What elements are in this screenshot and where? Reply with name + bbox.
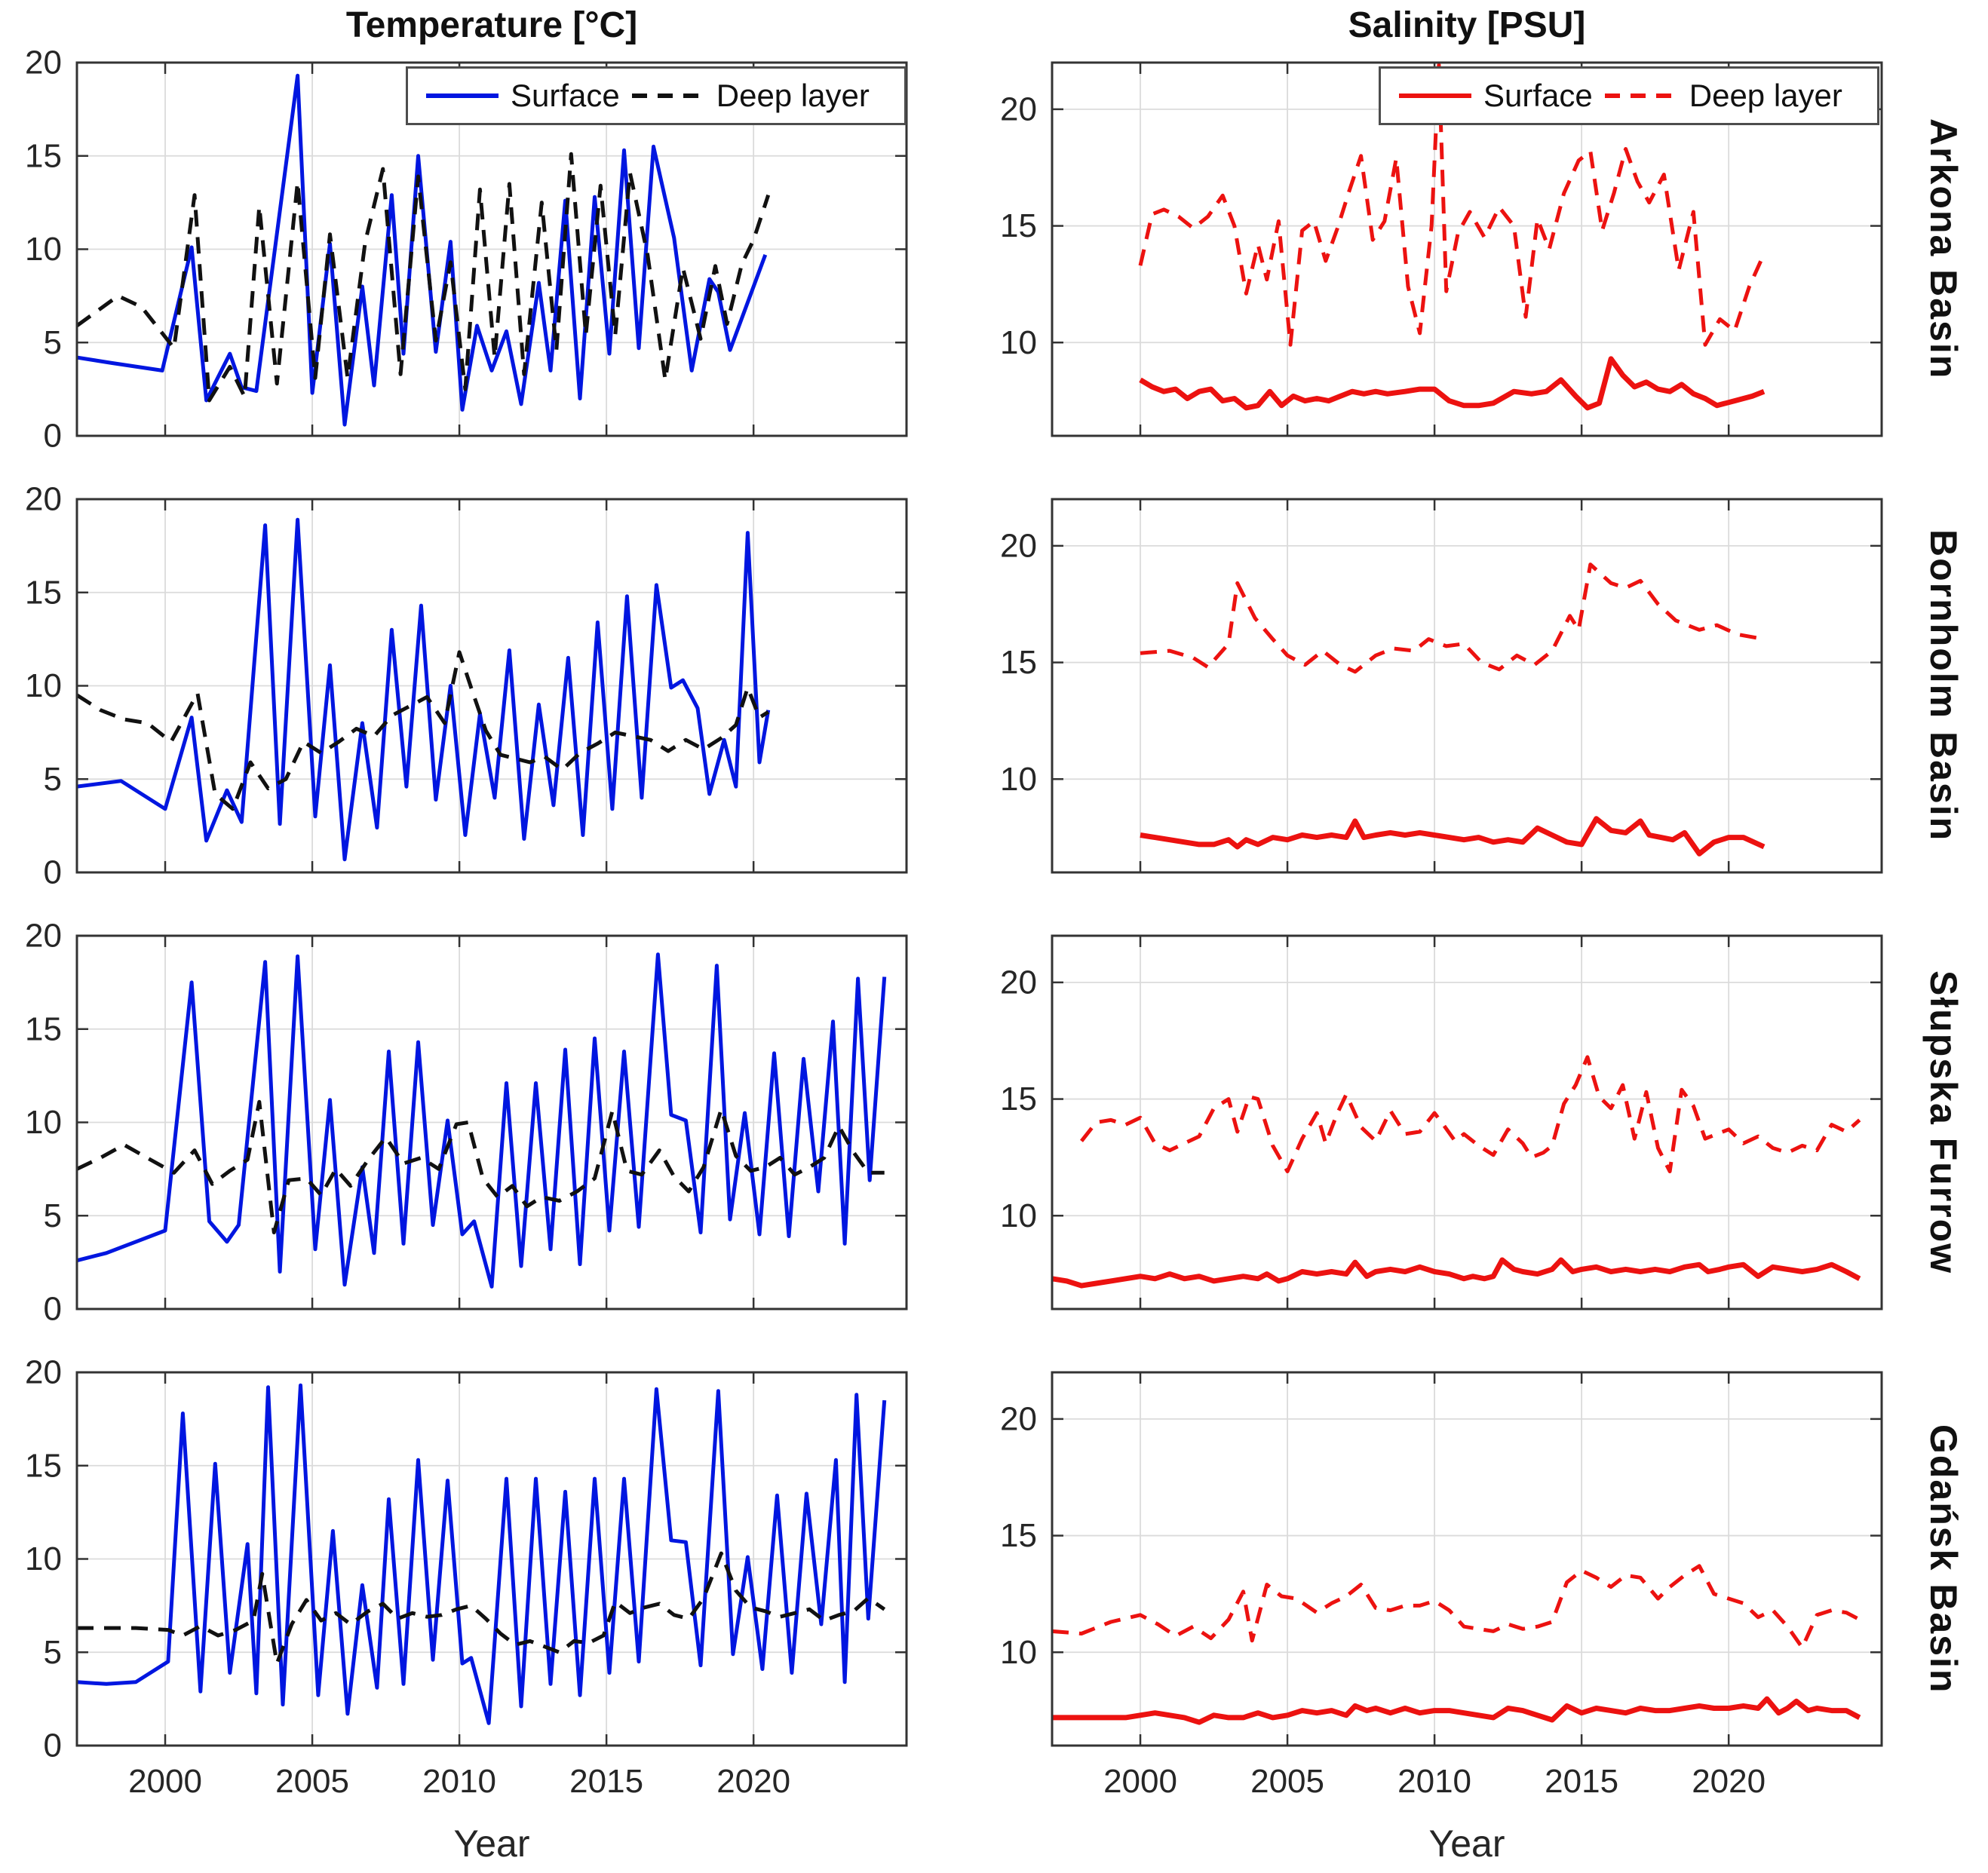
legend-dashed-line-sample xyxy=(1604,93,1677,98)
gdańsk-basin-salinity-psu--deep-layer-line xyxy=(1052,1564,1861,1650)
y-tick-label: 0 xyxy=(44,418,62,455)
y-tick-label: 10 xyxy=(25,231,62,268)
x-tick-label: 2005 xyxy=(1250,1763,1324,1800)
arkona-basin-temperature-c--surface-line xyxy=(77,73,768,427)
x-tick-label: 2000 xyxy=(1103,1763,1177,1800)
gdańsk-basin-temperature-c--deep-layer-line xyxy=(77,1551,886,1666)
row-label-bornholm-basin: Bornholm Basin xyxy=(1922,529,1965,842)
arkona-basin-temperature-c--deep-layer-line xyxy=(77,152,771,403)
row-label-slupska-furrow: Słupska Furrow xyxy=(1922,970,1965,1275)
y-tick-label: 20 xyxy=(1000,1400,1037,1437)
y-tick-label: 15 xyxy=(25,574,62,611)
y-tick-label: 5 xyxy=(44,1634,62,1671)
x-axis-label-temperature: Year xyxy=(453,1822,530,1865)
y-tick-label: 10 xyxy=(1000,324,1037,361)
bornholm-basin-temperature-c--deep-layer-line xyxy=(77,650,770,811)
x-tick-label: 2015 xyxy=(1545,1763,1618,1800)
x-tick-label: 2010 xyxy=(422,1763,496,1800)
gdańsk-basin-temperature-c--surface-line xyxy=(77,1383,887,1725)
x-tick-label: 2015 xyxy=(569,1763,643,1800)
y-tick-label: 0 xyxy=(44,1291,62,1328)
y-tick-label: 15 xyxy=(1000,207,1037,244)
y-tick-label: 20 xyxy=(25,481,62,518)
x-tick-label: 2000 xyxy=(128,1763,202,1800)
słupska-furrow-salinity-psu--deep-layer-line xyxy=(1080,1055,1861,1173)
y-tick-label: 15 xyxy=(1000,644,1037,681)
legend-salinity: Surface Deep layer xyxy=(1379,66,1879,125)
y-tick-label: 15 xyxy=(1000,1081,1037,1117)
y-tick-label: 15 xyxy=(25,137,62,174)
x-tick-label: 2010 xyxy=(1397,1763,1471,1800)
row-label-arkona-basin: Arkona Basin xyxy=(1922,118,1965,380)
y-tick-label: 5 xyxy=(44,324,62,361)
legend-temperature: Surface Deep layer xyxy=(406,66,907,125)
y-tick-label: 10 xyxy=(25,1104,62,1141)
legend-deep-label: Deep layer xyxy=(716,78,870,113)
legend-surface-label: Surface xyxy=(1483,78,1593,113)
x-axis-label-salinity: Year xyxy=(1428,1822,1505,1865)
y-tick-label: 15 xyxy=(25,1010,62,1047)
y-tick-label: 20 xyxy=(25,918,62,955)
legend-solid-line-sample xyxy=(426,93,499,98)
row-label-gdansk-basin: Gdańsk Basin xyxy=(1922,1424,1965,1694)
y-tick-label: 10 xyxy=(1000,1197,1037,1234)
arkona-basin-salinity-psu--deep-layer-line xyxy=(1138,63,1766,347)
y-tick-label: 10 xyxy=(25,1540,62,1577)
x-tick-label: 2020 xyxy=(716,1763,790,1800)
y-tick-label: 0 xyxy=(44,1727,62,1764)
y-tick-label: 20 xyxy=(25,1354,62,1391)
y-tick-label: 0 xyxy=(44,854,62,891)
y-tick-label: 10 xyxy=(25,667,62,704)
słupska-furrow-temperature-c--surface-line xyxy=(77,952,887,1289)
y-tick-label: 5 xyxy=(44,761,62,798)
słupska-furrow-temperature-c--deep-layer-line xyxy=(77,1099,885,1234)
y-tick-label: 5 xyxy=(44,1197,62,1234)
y-tick-label: 20 xyxy=(25,44,62,81)
legend-deep-label: Deep layer xyxy=(1689,78,1842,113)
gdańsk-basin-salinity-psu--surface-line xyxy=(1052,1696,1861,1725)
y-tick-label: 20 xyxy=(1000,964,1037,1001)
y-tick-label: 20 xyxy=(1000,527,1037,564)
bornholm-basin-salinity-psu--surface-line xyxy=(1140,816,1766,857)
y-tick-label: 15 xyxy=(25,1447,62,1484)
y-tick-label: 10 xyxy=(1000,761,1037,798)
słupska-furrow-salinity-psu--surface-line xyxy=(1052,1257,1861,1289)
bornholm-basin-salinity-psu--deep-layer-line xyxy=(1140,563,1765,674)
column-title-temperature: Temperature [°C] xyxy=(345,5,638,45)
x-tick-label: 2020 xyxy=(1692,1763,1766,1800)
bornholm-basin-temperature-c--surface-line xyxy=(77,517,771,862)
y-tick-label: 20 xyxy=(1000,90,1037,127)
arkona-basin-salinity-psu--surface-line xyxy=(1139,356,1766,411)
y-tick-label: 15 xyxy=(1000,1517,1037,1554)
legend-dashed-line-sample xyxy=(631,93,704,98)
y-tick-label: 10 xyxy=(1000,1634,1037,1671)
legend-surface-label: Surface xyxy=(511,78,620,113)
legend-solid-line-sample xyxy=(1399,93,1471,98)
x-tick-label: 2005 xyxy=(275,1763,349,1800)
column-title-salinity: Salinity [PSU] xyxy=(1348,5,1586,45)
